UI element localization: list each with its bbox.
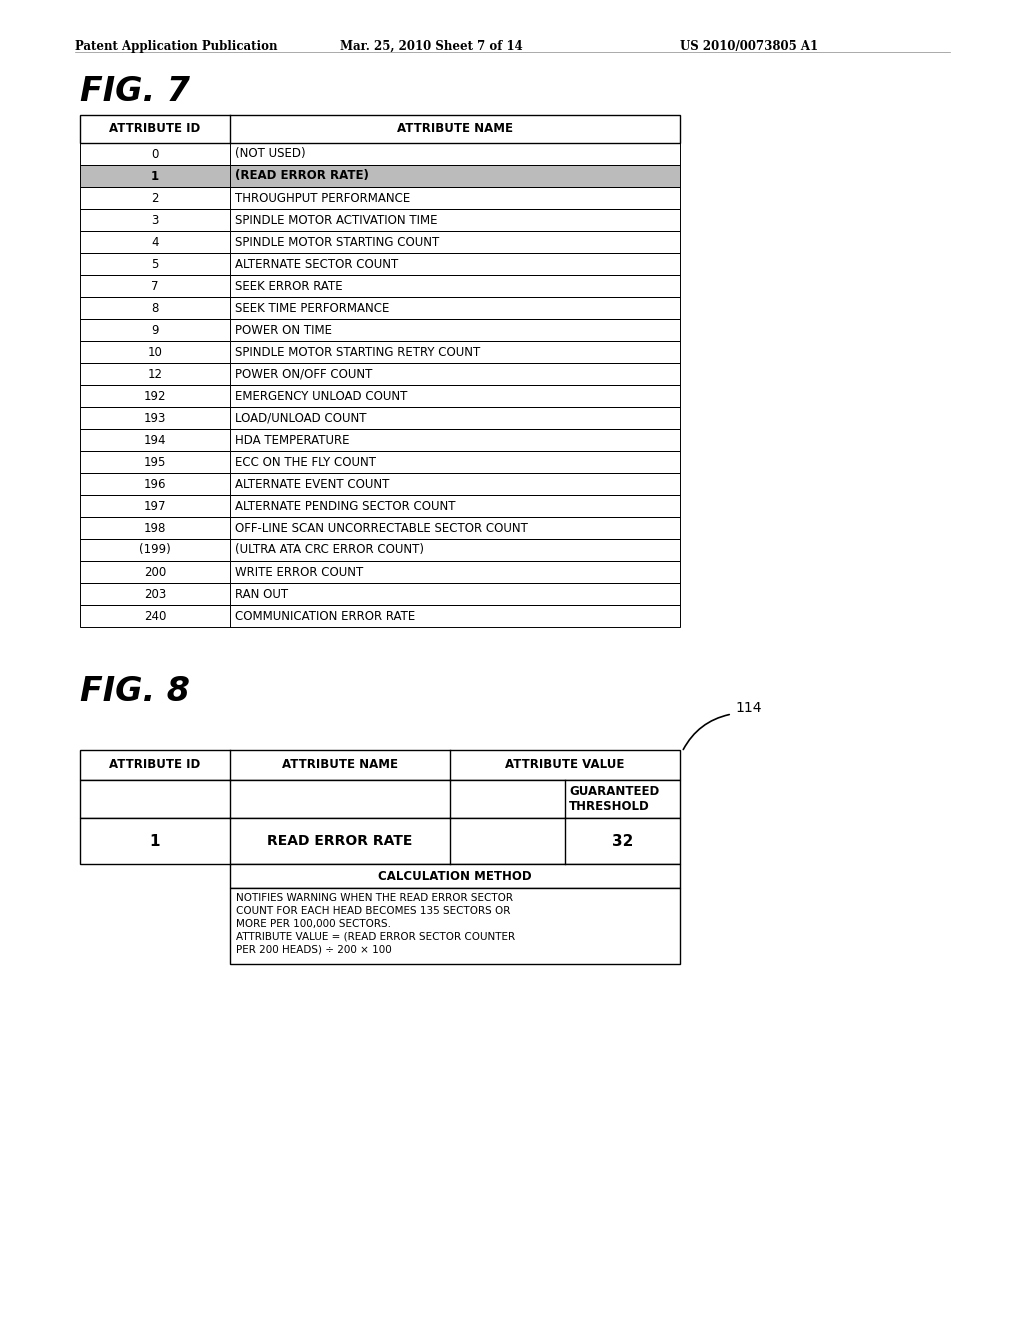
- Text: NOTIFIES WARNING WHEN THE READ ERROR SECTOR
COUNT FOR EACH HEAD BECOMES 135 SECT: NOTIFIES WARNING WHEN THE READ ERROR SEC…: [236, 894, 515, 954]
- Bar: [80, 253, 680, 275]
- Text: 114: 114: [735, 701, 762, 715]
- Text: FIG. 8: FIG. 8: [80, 675, 190, 708]
- Text: 192: 192: [143, 389, 166, 403]
- Text: 4: 4: [152, 235, 159, 248]
- Text: (199): (199): [139, 544, 171, 557]
- Bar: [80, 780, 680, 818]
- Bar: [80, 473, 680, 495]
- Bar: [80, 605, 680, 627]
- Text: COMMUNICATION ERROR RATE: COMMUNICATION ERROR RATE: [234, 610, 416, 623]
- Text: 10: 10: [147, 346, 163, 359]
- Bar: [80, 407, 680, 429]
- Bar: [80, 165, 680, 187]
- Text: ECC ON THE FLY COUNT: ECC ON THE FLY COUNT: [234, 455, 376, 469]
- Text: 240: 240: [143, 610, 166, 623]
- Bar: [230, 888, 680, 964]
- Text: 12: 12: [147, 367, 163, 380]
- Bar: [80, 495, 680, 517]
- Text: 0: 0: [152, 148, 159, 161]
- Bar: [80, 429, 680, 451]
- Bar: [80, 115, 680, 143]
- Bar: [80, 385, 680, 407]
- Text: THROUGHPUT PERFORMANCE: THROUGHPUT PERFORMANCE: [234, 191, 411, 205]
- Text: RAN OUT: RAN OUT: [234, 587, 288, 601]
- Text: 194: 194: [143, 433, 166, 446]
- Text: (NOT USED): (NOT USED): [234, 148, 305, 161]
- Bar: [80, 451, 680, 473]
- Text: OFF-LINE SCAN UNCORRECTABLE SECTOR COUNT: OFF-LINE SCAN UNCORRECTABLE SECTOR COUNT: [234, 521, 528, 535]
- Text: HDA TEMPERATURE: HDA TEMPERATURE: [234, 433, 349, 446]
- Bar: [80, 165, 680, 187]
- Text: ATTRIBUTE ID: ATTRIBUTE ID: [110, 123, 201, 136]
- Bar: [80, 363, 680, 385]
- Text: SPINDLE MOTOR ACTIVATION TIME: SPINDLE MOTOR ACTIVATION TIME: [234, 214, 437, 227]
- Text: 8: 8: [152, 301, 159, 314]
- Bar: [80, 143, 680, 165]
- Bar: [80, 209, 680, 231]
- Text: 7: 7: [152, 280, 159, 293]
- Text: 5: 5: [152, 257, 159, 271]
- Text: 2: 2: [152, 191, 159, 205]
- Text: 3: 3: [152, 214, 159, 227]
- Text: Patent Application Publication: Patent Application Publication: [75, 40, 278, 53]
- Bar: [80, 187, 680, 209]
- Text: ALTERNATE EVENT COUNT: ALTERNATE EVENT COUNT: [234, 478, 389, 491]
- Bar: [80, 583, 680, 605]
- Text: GUARANTEED
THRESHOLD: GUARANTEED THRESHOLD: [569, 785, 659, 813]
- Bar: [80, 319, 680, 341]
- Text: SPINDLE MOTOR STARTING RETRY COUNT: SPINDLE MOTOR STARTING RETRY COUNT: [234, 346, 480, 359]
- Text: SPINDLE MOTOR STARTING COUNT: SPINDLE MOTOR STARTING COUNT: [234, 235, 439, 248]
- Text: 197: 197: [143, 499, 166, 512]
- Bar: [80, 517, 680, 539]
- Text: 9: 9: [152, 323, 159, 337]
- Text: ALTERNATE PENDING SECTOR COUNT: ALTERNATE PENDING SECTOR COUNT: [234, 499, 456, 512]
- Text: POWER ON/OFF COUNT: POWER ON/OFF COUNT: [234, 367, 373, 380]
- Text: READ ERROR RATE: READ ERROR RATE: [267, 834, 413, 847]
- Text: 196: 196: [143, 478, 166, 491]
- Text: 32: 32: [611, 833, 633, 849]
- Bar: [80, 561, 680, 583]
- Text: ATTRIBUTE NAME: ATTRIBUTE NAME: [282, 759, 398, 771]
- Text: 193: 193: [143, 412, 166, 425]
- Text: 1: 1: [150, 833, 160, 849]
- FancyArrowPatch shape: [683, 714, 729, 750]
- Text: FIG. 7: FIG. 7: [80, 75, 190, 108]
- Text: SEEK TIME PERFORMANCE: SEEK TIME PERFORMANCE: [234, 301, 389, 314]
- Text: (READ ERROR RATE): (READ ERROR RATE): [234, 169, 369, 182]
- Text: ATTRIBUTE VALUE: ATTRIBUTE VALUE: [505, 759, 625, 771]
- Text: 200: 200: [144, 565, 166, 578]
- Text: Mar. 25, 2010 Sheet 7 of 14: Mar. 25, 2010 Sheet 7 of 14: [340, 40, 522, 53]
- Text: CALCULATION METHOD: CALCULATION METHOD: [378, 870, 531, 883]
- Text: ALTERNATE SECTOR COUNT: ALTERNATE SECTOR COUNT: [234, 257, 398, 271]
- Text: ATTRIBUTE NAME: ATTRIBUTE NAME: [397, 123, 513, 136]
- Bar: [80, 231, 680, 253]
- Text: US 2010/0073805 A1: US 2010/0073805 A1: [680, 40, 818, 53]
- Text: ATTRIBUTE ID: ATTRIBUTE ID: [110, 759, 201, 771]
- Bar: [80, 341, 680, 363]
- Text: WRITE ERROR COUNT: WRITE ERROR COUNT: [234, 565, 364, 578]
- Text: (ULTRA ATA CRC ERROR COUNT): (ULTRA ATA CRC ERROR COUNT): [234, 544, 424, 557]
- Text: SEEK ERROR RATE: SEEK ERROR RATE: [234, 280, 343, 293]
- Text: 203: 203: [144, 587, 166, 601]
- Bar: [230, 865, 680, 888]
- Text: 195: 195: [143, 455, 166, 469]
- Bar: [80, 750, 680, 780]
- Bar: [80, 539, 680, 561]
- Text: 198: 198: [143, 521, 166, 535]
- Text: POWER ON TIME: POWER ON TIME: [234, 323, 332, 337]
- Bar: [80, 297, 680, 319]
- Text: EMERGENCY UNLOAD COUNT: EMERGENCY UNLOAD COUNT: [234, 389, 408, 403]
- Bar: [80, 818, 680, 865]
- Text: 1: 1: [151, 169, 159, 182]
- Text: LOAD/UNLOAD COUNT: LOAD/UNLOAD COUNT: [234, 412, 367, 425]
- Bar: [80, 275, 680, 297]
